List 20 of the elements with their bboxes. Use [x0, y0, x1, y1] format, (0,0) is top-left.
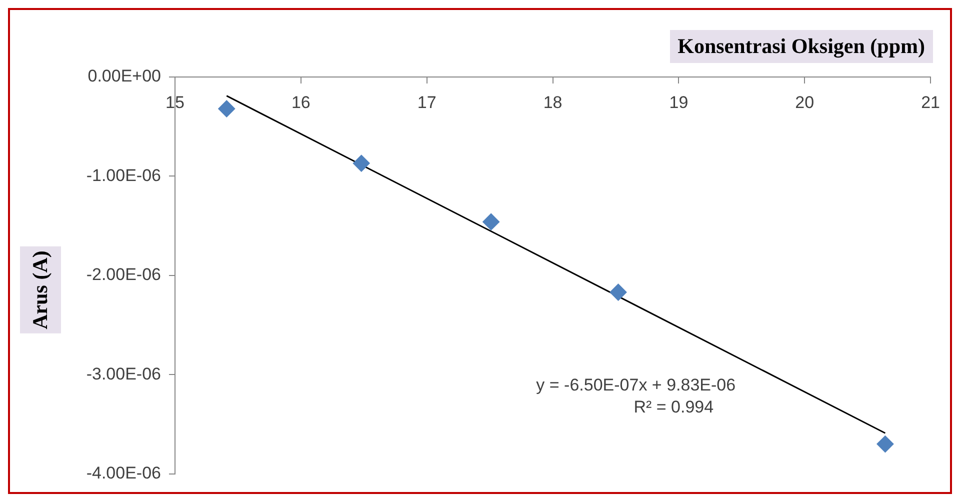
x-axis-title: Konsentrasi Oksigen (ppm) — [670, 30, 933, 63]
y-axis-title: Arus (A) — [20, 246, 61, 334]
point — [352, 154, 370, 172]
y-tick-label: -3.00E-06 — [86, 364, 161, 384]
x-tick-label: 21 — [921, 92, 940, 112]
x-tick-label: 18 — [543, 92, 562, 112]
annotation: y = -6.50E-07x + 9.83E-06 — [536, 375, 736, 394]
y-tick-label: -1.00E-06 — [86, 166, 161, 185]
point — [876, 436, 894, 453]
point — [218, 100, 236, 118]
y-tick-label: -4.00E-06 — [86, 463, 161, 482]
x-tick-label: 16 — [291, 92, 310, 112]
annotation: R² = 0.994 — [634, 397, 714, 416]
y-tick-label: 0.00E+00 — [88, 66, 161, 86]
point — [482, 213, 500, 230]
x-tick-label: 20 — [795, 92, 814, 112]
y-tick-label: -2.00E-06 — [86, 265, 161, 284]
x-tick-label: 19 — [669, 92, 688, 112]
point — [610, 284, 627, 301]
x-tick-label: 17 — [417, 92, 436, 112]
